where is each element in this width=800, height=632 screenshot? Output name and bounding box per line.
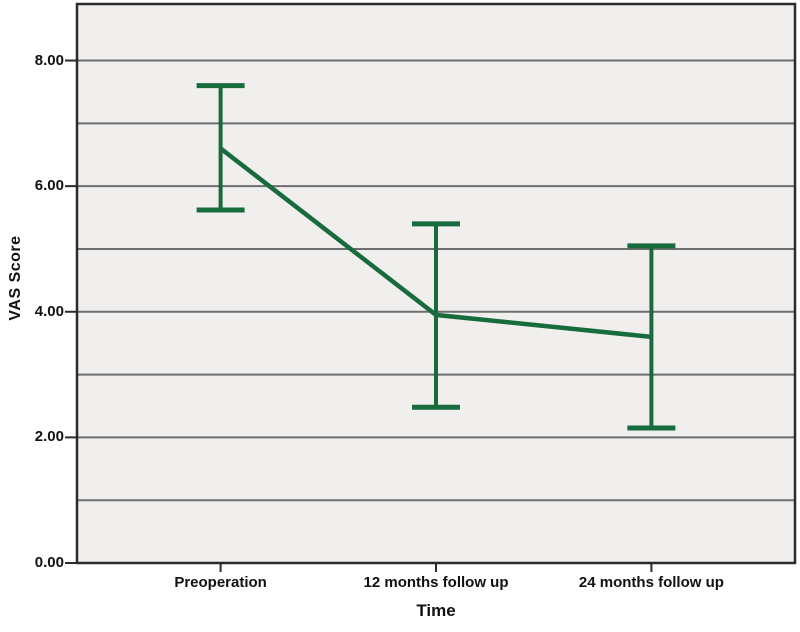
x-tick-label: 12 months follow up [363,574,509,591]
y-tick-label: 8.00 [34,51,64,69]
x-axis-title: Time [416,601,456,620]
y-tick-label: 4.00 [34,302,64,320]
series-line [219,146,652,340]
x-tick-label: 24 months follow up [578,574,724,591]
y-tick-label: 6.00 [34,177,64,195]
y-tick-label: 0.00 [34,554,64,571]
x-tick-label: Preoperation [174,574,267,591]
y-tick-label: 2.00 [34,428,64,446]
